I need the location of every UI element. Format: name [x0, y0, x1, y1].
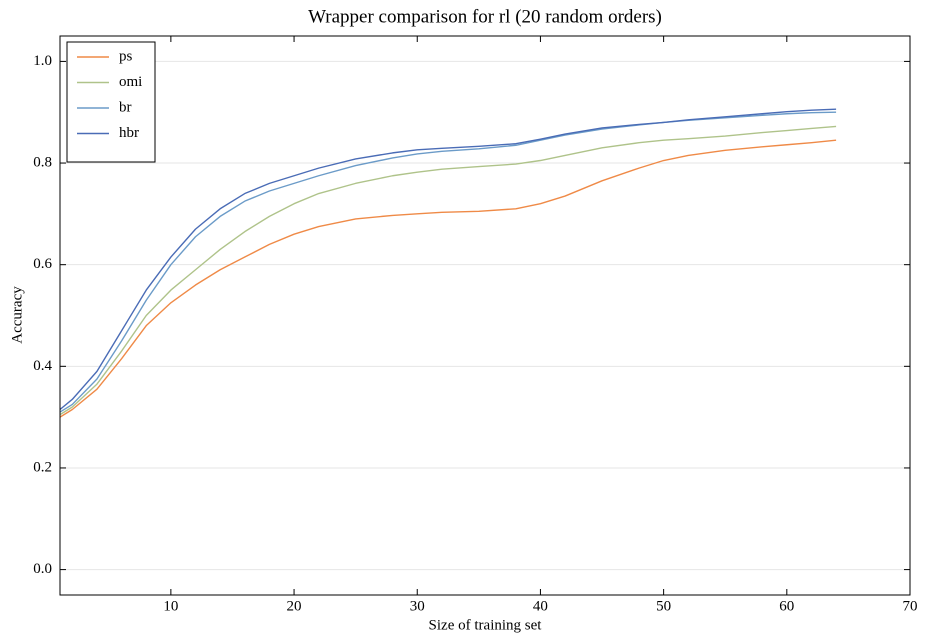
series-line: [59, 125, 837, 416]
x-tick-label: 20: [287, 598, 302, 614]
y-tick-label: 0.6: [33, 256, 52, 272]
x-tick-label: 60: [779, 598, 794, 614]
chart-title: Wrapper comparison for rl (20 random ord…: [308, 6, 662, 27]
series-line: [59, 111, 837, 413]
legend-label: hbr: [119, 125, 139, 141]
series-line: [59, 139, 837, 418]
x-tick-label: 50: [656, 598, 671, 614]
legend-label: br: [119, 99, 132, 115]
series-line: [59, 108, 837, 411]
y-tick-label: 1.0: [33, 53, 52, 69]
y-tick-label: 0.0: [33, 561, 52, 577]
y-tick-label: 0.2: [33, 459, 52, 475]
x-tick-label: 10: [163, 598, 178, 614]
x-tick-label: 30: [410, 598, 425, 614]
y-axis-label: Accuracy: [9, 286, 25, 344]
x-tick-label: 70: [903, 598, 918, 614]
legend-box: [66, 41, 156, 163]
legend-label: omi: [119, 74, 142, 90]
plot-frame: [59, 35, 911, 596]
y-tick-label: 0.4: [33, 358, 52, 374]
legend-label: ps: [119, 48, 133, 64]
y-tick-label: 0.8: [33, 154, 52, 170]
x-tick-label: 40: [533, 598, 548, 614]
x-axis-label: Size of training set: [429, 617, 543, 633]
